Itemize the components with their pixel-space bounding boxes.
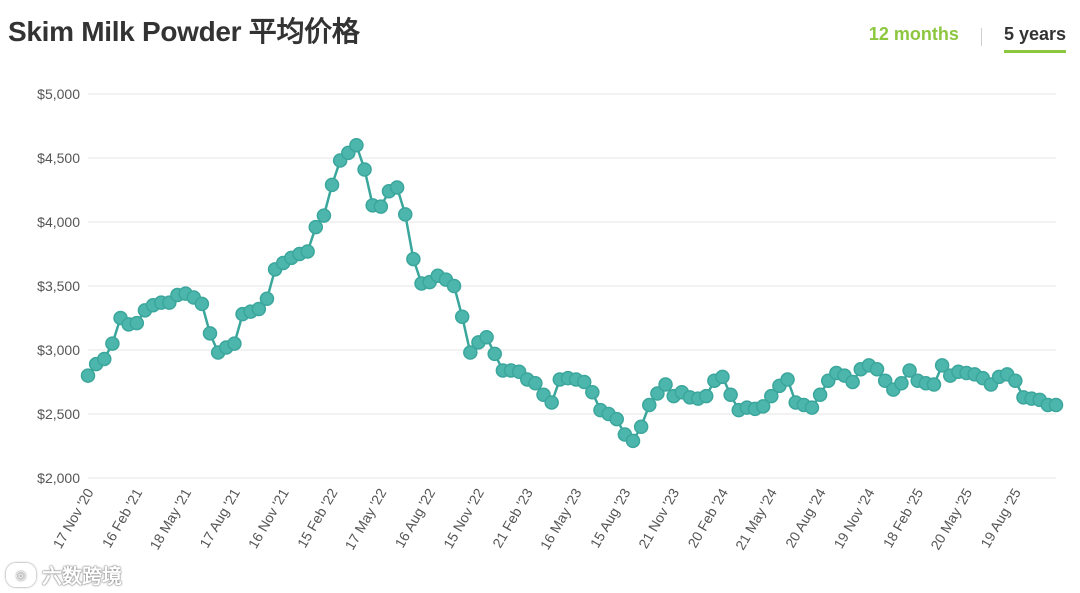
watermark-logo-icon: ◎ bbox=[6, 562, 36, 587]
data-point[interactable] bbox=[585, 384, 600, 400]
data-point[interactable] bbox=[869, 361, 885, 377]
data-point[interactable] bbox=[406, 251, 421, 267]
x-tick-label: 18 May '21 bbox=[146, 485, 194, 552]
data-point[interactable] bbox=[633, 419, 649, 435]
watermark: ◎ 六数跨境 bbox=[6, 560, 122, 589]
data-point[interactable] bbox=[202, 326, 218, 341]
x-tick-label: 18 Feb '25 bbox=[880, 485, 927, 550]
data-point[interactable] bbox=[80, 368, 96, 383]
x-tick-label: 20 May '25 bbox=[927, 485, 975, 552]
data-point[interactable] bbox=[1008, 373, 1023, 388]
data-point[interactable] bbox=[894, 376, 909, 391]
data-point[interactable] bbox=[642, 397, 657, 413]
y-tick-label: $2,000 bbox=[37, 470, 80, 486]
x-tick-label: 21 Feb '23 bbox=[489, 485, 536, 550]
range-tabs: 12 months 5 years bbox=[869, 20, 1066, 53]
data-point[interactable] bbox=[397, 207, 413, 222]
tab-divider bbox=[980, 27, 982, 46]
y-tick-label: $2,500 bbox=[37, 406, 80, 422]
data-point[interactable] bbox=[479, 329, 494, 345]
x-tick-label: 17 Nov '20 bbox=[49, 485, 96, 551]
x-tick-label: 17 May '22 bbox=[342, 485, 390, 552]
data-point[interactable] bbox=[926, 377, 942, 392]
x-tick-label: 16 Aug '22 bbox=[392, 485, 439, 550]
x-tick-label: 16 Nov '21 bbox=[245, 485, 292, 551]
y-tick-label: $3,500 bbox=[37, 278, 80, 294]
data-point[interactable] bbox=[780, 372, 795, 387]
tab-5-years[interactable]: 5 years bbox=[1003, 22, 1066, 53]
x-tick-label: 20 Aug '24 bbox=[782, 485, 829, 550]
y-tick-label: $4,000 bbox=[37, 214, 80, 230]
data-point[interactable] bbox=[609, 411, 624, 427]
data-point[interactable] bbox=[658, 377, 673, 392]
data-point[interactable] bbox=[528, 376, 543, 391]
data-point[interactable] bbox=[625, 433, 641, 449]
data-point[interactable] bbox=[902, 363, 917, 378]
x-tick-label: 19 Aug '25 bbox=[977, 485, 1024, 550]
data-point[interactable] bbox=[105, 336, 120, 351]
data-point[interactable] bbox=[463, 345, 478, 360]
watermark-text: 六数跨境 bbox=[42, 566, 122, 588]
data-point[interactable] bbox=[227, 336, 242, 351]
data-point[interactable] bbox=[934, 358, 950, 373]
data-point[interactable] bbox=[576, 374, 592, 390]
data-point[interactable] bbox=[251, 301, 267, 317]
data-point[interactable] bbox=[1048, 397, 1064, 413]
data-point[interactable] bbox=[845, 374, 860, 390]
data-point[interactable] bbox=[715, 369, 730, 385]
x-tick-label: 16 Feb '21 bbox=[99, 485, 146, 550]
data-point[interactable] bbox=[129, 315, 145, 331]
x-tick-label: 20 Feb '24 bbox=[684, 485, 731, 550]
data-point[interactable] bbox=[812, 387, 828, 403]
x-tick-label: 21 Nov '23 bbox=[635, 485, 682, 551]
data-point[interactable] bbox=[300, 244, 315, 259]
data-point[interactable] bbox=[487, 346, 502, 362]
y-tick-label: $4,500 bbox=[37, 150, 80, 166]
data-point[interactable] bbox=[194, 296, 210, 312]
x-axis-labels: 17 Nov '20 16 Feb '21 18 May '21 17 Aug '21… bbox=[49, 485, 1024, 552]
data-points bbox=[80, 137, 1064, 449]
grid-lines bbox=[88, 93, 1056, 479]
data-point[interactable] bbox=[308, 219, 324, 235]
y-tick-label: $5,000 bbox=[37, 86, 80, 102]
data-point[interactable] bbox=[373, 199, 389, 214]
x-tick-label: 16 May '23 bbox=[537, 485, 585, 552]
x-tick-label: 15 Feb '22 bbox=[294, 485, 341, 550]
data-point[interactable] bbox=[544, 395, 559, 410]
x-tick-label: 15 Aug '23 bbox=[587, 485, 634, 550]
data-point[interactable] bbox=[446, 278, 462, 294]
data-point[interactable] bbox=[389, 180, 405, 195]
x-tick-label: 21 May '24 bbox=[732, 485, 780, 552]
data-point[interactable] bbox=[877, 373, 893, 388]
data-point[interactable] bbox=[349, 137, 364, 153]
data-point[interactable] bbox=[324, 177, 340, 193]
data-point[interactable] bbox=[316, 208, 332, 223]
chart-title: Skim Milk Powder 平均价格 bbox=[8, 16, 360, 47]
data-point[interactable] bbox=[764, 388, 779, 404]
data-point[interactable] bbox=[755, 399, 771, 414]
series-line bbox=[86, 142, 1056, 443]
data-point[interactable] bbox=[698, 388, 714, 404]
y-tick-label: $3,000 bbox=[37, 342, 80, 358]
y-axis-labels: $2,000 $2,500 $3,000 $3,500 $4,000 $4,500 $5,0… bbox=[37, 86, 80, 486]
data-point[interactable] bbox=[357, 162, 372, 177]
data-point[interactable] bbox=[97, 351, 112, 367]
data-point[interactable] bbox=[804, 400, 820, 415]
data-point[interactable] bbox=[454, 309, 470, 324]
x-tick-label: 17 Aug '21 bbox=[196, 485, 243, 550]
data-point[interactable] bbox=[650, 386, 665, 401]
x-tick-label: 15 Nov '22 bbox=[440, 485, 487, 551]
tab-12-months[interactable]: 12 months bbox=[868, 24, 959, 44]
data-point[interactable] bbox=[259, 291, 275, 307]
x-tick-label: 19 Nov '24 bbox=[830, 485, 877, 551]
data-point[interactable] bbox=[723, 387, 738, 403]
